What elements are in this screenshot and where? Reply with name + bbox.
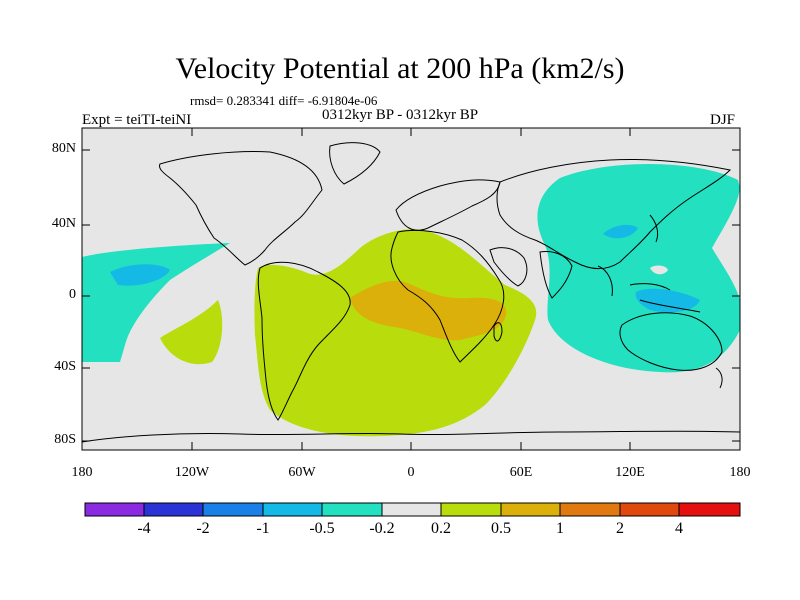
lon-label: 180 [71,465,93,480]
contour-fills [82,163,740,437]
colorbar-label: -0.2 [369,520,395,537]
colorbar-box [381,502,442,517]
contour-lime-atlantic [254,229,537,437]
coast-antarctica [81,430,741,443]
lon-label: 0 [407,465,415,480]
map-frame [81,127,741,451]
lat-label: 0 [69,287,76,302]
coast-asia [496,158,732,270]
lat-label: 80N [51,141,76,156]
colorbar-label: -1 [256,520,270,537]
colorbar-box [619,502,680,517]
period-label: 0312kyr BP - 0312kyr BP [322,107,479,123]
contour-neutral-hole [650,265,668,275]
lat-label: 40S [54,359,76,374]
experiment-label: Expt = teiTI-teiNI [82,112,192,128]
colorbar-box [84,502,145,517]
coast-japan [649,214,659,243]
coastlines [81,142,741,443]
lon-label: 60E [509,465,533,480]
coast-arabia-india [489,247,573,299]
contour-cyan-east-pacific [110,264,170,286]
lon-label: 120E [615,465,645,480]
coast-north-america [159,151,323,266]
coast-europe [395,179,501,231]
lon-ticks [81,128,741,450]
contour-orange-core [350,280,507,341]
colorbar-label: 2 [616,520,624,537]
colorbar-label: -4 [137,520,151,537]
coast-greenland [329,142,381,185]
coast-africa [390,229,505,363]
colorbar-box [321,502,383,517]
colorbar-label: -0.5 [309,520,335,537]
coast-southeast-asia [597,265,701,313]
lat-label: 40N [51,216,76,231]
colorbar-label: 0.2 [431,520,451,537]
colorbar-box [500,502,561,517]
stats-line: rmsd= 0.283341 diff= -6.91804e-06 [190,93,378,108]
coast-australia [619,312,723,371]
plot-title: Velocity Potential at 200 hPa (km2/s) [175,52,625,85]
colorbar-box [143,502,204,517]
contour-cyan-korea [603,224,638,239]
lat-label: 80S [54,432,76,447]
colorbar-box [440,502,502,517]
coast-madagascar [493,322,503,342]
contour-cyan-indonesia [635,288,700,313]
colorbar-label: -2 [196,520,210,537]
colorbar-box [202,502,264,517]
colorbar-label: 1 [556,520,564,537]
colorbar-box [262,502,323,517]
coast-new-zealand [715,367,723,389]
colorbar-box [559,502,621,517]
season-label: DJF [710,112,736,128]
colorbar-label: 4 [675,520,683,537]
lon-label: 180 [729,465,751,480]
colorbar-label: 0.5 [491,520,511,537]
lat-ticks [82,149,740,442]
coast-south-america [257,261,351,421]
lon-label: 120W [174,465,210,480]
contour-lime-south-pacific [160,300,223,365]
colorbar-box [678,502,741,517]
colorbar [84,502,741,517]
lon-label: 60W [288,465,316,480]
contour-teal-west-pacific [537,163,740,373]
